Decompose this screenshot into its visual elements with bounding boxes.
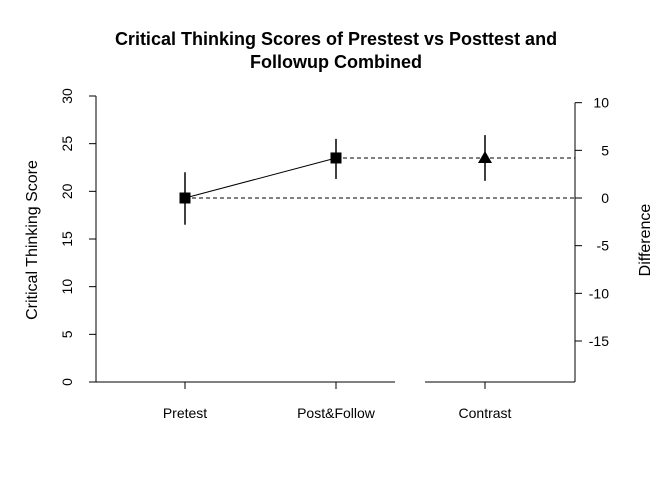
point-Pretest bbox=[179, 192, 191, 204]
right-tick-label--5: -5 bbox=[597, 238, 610, 254]
left-y-axis: 0 5 10 15 20 25 30 bbox=[59, 88, 97, 386]
y-axis-title: Critical Thinking Score bbox=[24, 160, 41, 320]
x-axis: Pretest Post&Follow Contrast bbox=[96, 381, 575, 421]
left-tick-label-20: 20 bbox=[59, 183, 75, 199]
left-tick-label-10: 10 bbox=[59, 279, 75, 295]
chart-title-line2: Followup Combined bbox=[250, 52, 422, 72]
point-contrast bbox=[478, 150, 492, 163]
left-tick-label-15: 15 bbox=[59, 231, 75, 247]
right-tick-label-5: 5 bbox=[601, 142, 609, 158]
chart-title-line1: Critical Thinking Scores of Prestest vs … bbox=[115, 29, 557, 49]
right-tick-label--10: -10 bbox=[589, 285, 609, 301]
right-tick-label--15: -15 bbox=[589, 333, 609, 349]
right-y-axis: -15 -10 -5 0 5 10 bbox=[574, 95, 610, 382]
x-tick-label-Pretest: Pretest bbox=[163, 405, 207, 421]
x-tick-label-Contrast: Contrast bbox=[459, 405, 512, 421]
right-tick-label-0: 0 bbox=[601, 190, 609, 206]
left-tick-label-0: 0 bbox=[59, 378, 75, 386]
connector-line bbox=[184, 157, 337, 199]
left-tick-label-5: 5 bbox=[59, 330, 75, 338]
point-Post&Follow bbox=[330, 152, 342, 164]
plot-area bbox=[179, 135, 575, 225]
right-tick-label-10: 10 bbox=[593, 95, 609, 111]
left-tick-label-30: 30 bbox=[59, 88, 75, 104]
y2-axis-title: Difference bbox=[637, 204, 654, 277]
left-tick-label-25: 25 bbox=[59, 136, 75, 152]
x-tick-label-Post&Follow: Post&Follow bbox=[297, 405, 376, 421]
